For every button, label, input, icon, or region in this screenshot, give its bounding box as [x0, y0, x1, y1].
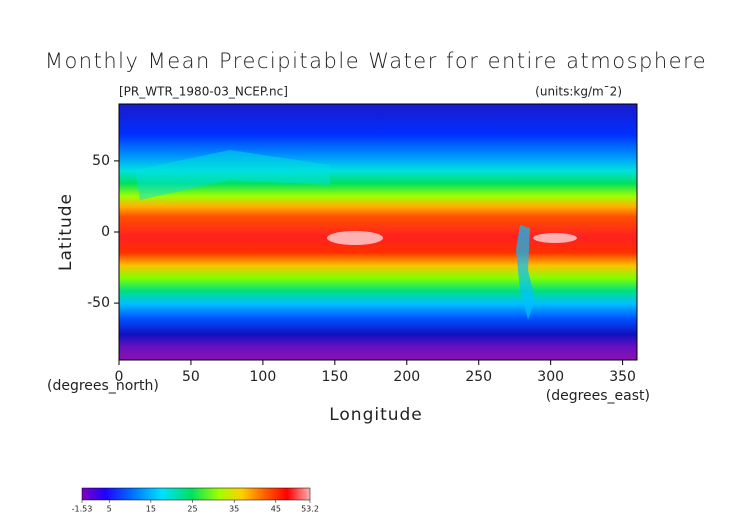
andes: [516, 225, 535, 320]
y-tick-label: 0: [101, 224, 110, 240]
colorbar-tick-label: 53.2: [301, 505, 319, 514]
field-fill: [119, 104, 637, 360]
chart-title: Monthly Mean Precipitable Water for enti…: [45, 49, 707, 73]
x-tick-label: 200: [393, 369, 420, 385]
x-tick-label: 250: [465, 369, 492, 385]
x-axis-label: Longitude: [329, 405, 423, 425]
colorbar: [81, 487, 311, 501]
y-axis-label: Latitude: [56, 193, 76, 271]
x-tick-label: 50: [182, 369, 200, 385]
x-tick-label: 0: [115, 369, 124, 385]
x-tick-label: 350: [609, 369, 636, 385]
max-patch: [533, 233, 577, 243]
colorbar-tick-label: 5: [107, 505, 112, 514]
units: (units:kg/m¯2): [535, 85, 622, 99]
x-tick-label: 100: [250, 369, 277, 385]
colorbar-tick-label: 35: [229, 505, 239, 514]
field: [119, 104, 637, 360]
y-tick-label: 50: [92, 153, 110, 169]
colorbar-tick-label: 45: [271, 505, 281, 514]
x-tick-label: 300: [537, 369, 564, 385]
y-unit: (degrees_north): [47, 378, 159, 394]
max-patch: [327, 231, 383, 245]
subtitle: [PR_WTR_1980-03_NCEP.nc]: [119, 85, 288, 99]
colorbar-tick-label: 15: [146, 505, 156, 514]
colorbar-tick-label: -1.53: [72, 505, 93, 514]
colorbar-tick-label: 25: [187, 505, 197, 514]
asia-dry: [135, 150, 330, 200]
y-tick-label: -50: [87, 295, 110, 311]
x-tick-label: 150: [321, 369, 348, 385]
x-unit: (degrees_east): [546, 388, 650, 404]
